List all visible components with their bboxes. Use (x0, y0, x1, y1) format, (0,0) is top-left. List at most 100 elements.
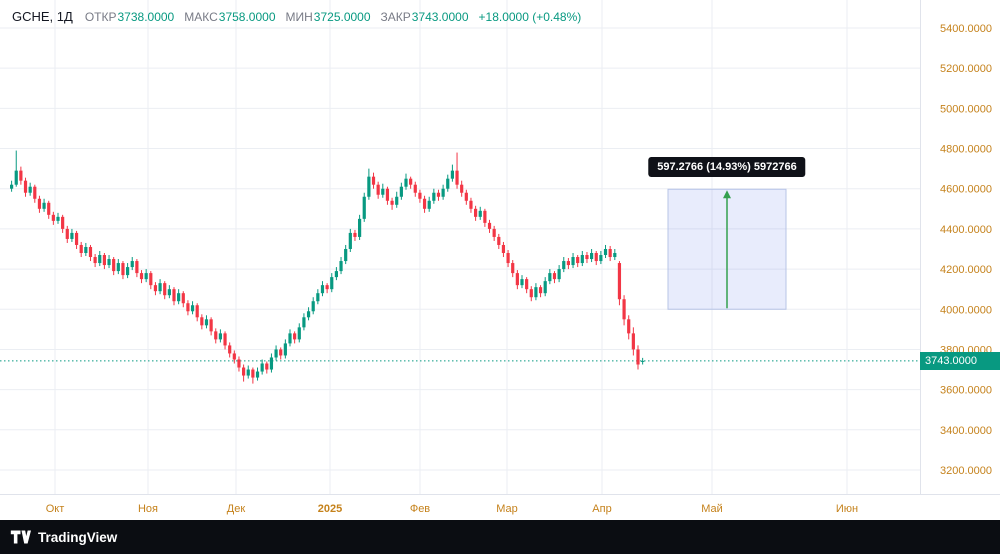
chart-canvas[interactable]: 5400.0000 5200.0000 5000.0000 4800.0000 4600… (0, 0, 1000, 520)
candle-body (641, 360, 645, 362)
candle-body (599, 255, 603, 262)
candle-body (242, 367, 246, 376)
candle-body (385, 188, 390, 201)
candle-body (121, 263, 125, 276)
candle-body (274, 349, 278, 358)
candle-body (172, 289, 176, 302)
candle-body (61, 216, 65, 229)
tradingview-brand-text: TradingView (38, 529, 118, 545)
candle-body (33, 186, 37, 199)
time-axis-label: Дек (227, 503, 246, 515)
price-axis-label: 4800.0000 (940, 144, 992, 156)
candle-body (367, 176, 371, 197)
candle-body (413, 184, 417, 193)
candle-body (422, 198, 427, 209)
time-axis-label: Мар (496, 503, 518, 515)
candle-body (14, 170, 18, 185)
candle-body (381, 188, 385, 195)
price-axis-label: 4400.0000 (940, 224, 992, 236)
candle-body (585, 255, 589, 260)
candle-body (371, 176, 376, 185)
candle-body (548, 273, 552, 282)
candle-body (358, 218, 362, 237)
candle-body (293, 333, 297, 340)
candle-body (269, 357, 274, 370)
candle-body (492, 228, 496, 237)
candle-body (200, 317, 204, 326)
candle-body (506, 253, 510, 264)
candle-body (436, 192, 441, 197)
candle-body (204, 319, 209, 326)
candle-body (576, 257, 580, 264)
candle-body (37, 198, 42, 209)
candle-body (74, 232, 79, 245)
candle-body (153, 285, 158, 292)
candle-body (487, 222, 492, 229)
open-value: 3738.0000 (117, 10, 175, 24)
tradingview-link[interactable]: TradingView (10, 528, 117, 546)
ohlc-low: МИН 3725.0000 (286, 10, 371, 24)
time-axis-label: Ноя (138, 503, 158, 515)
candle-body (455, 170, 459, 185)
candle-body (608, 248, 612, 258)
candle-body (511, 263, 515, 274)
candle-body (302, 317, 306, 328)
candle-body (515, 273, 519, 286)
candle-body (362, 196, 366, 219)
last-price-tag[interactable]: 3743.0000 (920, 351, 1000, 370)
candle-body (432, 192, 436, 201)
candle-body (214, 331, 218, 340)
candle-body (218, 333, 222, 340)
candle-body (320, 285, 325, 294)
candle-body (195, 305, 199, 318)
candle-body (260, 363, 264, 372)
candle-body (144, 273, 148, 280)
price-axis-label: 4600.0000 (940, 184, 992, 196)
candle-body (339, 261, 343, 272)
candle-body (580, 255, 584, 264)
candle-body (79, 244, 83, 254)
candle-body (334, 271, 338, 278)
candle-body (42, 202, 46, 209)
price-range-label[interactable]: 597.2766 (14.93%) 5972766 (648, 157, 806, 178)
candle-body (181, 293, 185, 304)
candle-body (232, 353, 236, 360)
price-range-tool[interactable] (667, 188, 787, 310)
symbol-title[interactable]: GCHE, 1Д (12, 9, 73, 24)
candle-body (84, 246, 88, 254)
candle-body (306, 311, 311, 318)
candle-body (88, 246, 93, 258)
price-axis-label: 3400.0000 (940, 425, 992, 437)
change-value: +18.0000 (+0.48%) (478, 10, 582, 24)
candle-body (325, 285, 329, 290)
price-axis[interactable]: 5400.0000 5200.0000 5000.0000 4800.0000 4600… (940, 23, 992, 477)
candle-body (186, 303, 190, 312)
candle-body (255, 371, 260, 378)
candle-body (469, 200, 473, 209)
candle-body (571, 257, 575, 266)
candle-body (538, 287, 543, 294)
candle-body (590, 253, 594, 260)
open-label: ОТКР (84, 10, 117, 24)
price-axis-label: 3200.0000 (940, 465, 992, 477)
ohlc-close: ЗАКР 3743.0000 (381, 10, 469, 24)
candle-body (283, 343, 287, 356)
candle-body (190, 305, 195, 312)
candle-body (149, 273, 153, 286)
ohlc-open: ОТКР 3738.0000 (85, 10, 174, 24)
candle-body (139, 273, 144, 280)
candle-body (28, 186, 32, 193)
candle-body (223, 333, 227, 346)
candle-body (251, 369, 255, 378)
candle-body (56, 216, 60, 221)
candle-body (446, 178, 450, 189)
candle-body (130, 261, 134, 268)
candle-body (557, 269, 561, 280)
symbol-legend: GCHE, 1Д ОТКР 3738.0000 МАКС 3758.0000 МИН… (12, 9, 581, 24)
time-axis[interactable]: Окт Ноя Дек 2025 Фев Мар Апр Май Июн (46, 503, 858, 515)
candle-body (344, 248, 348, 262)
time-axis-label: Май (701, 503, 723, 515)
candle-body (297, 327, 301, 340)
candle-body (603, 248, 608, 256)
candle-body (311, 301, 315, 312)
